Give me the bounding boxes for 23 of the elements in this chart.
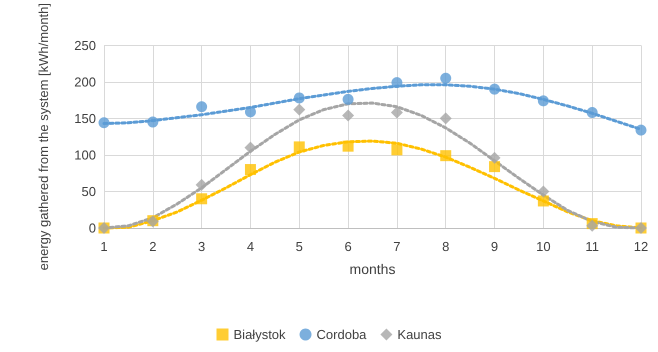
x-tick-label: 8 (442, 239, 450, 254)
legend-label: Cordoba (316, 327, 368, 342)
y-tick-label: 200 (74, 74, 96, 90)
legend-label: Białystok (234, 327, 286, 342)
y-tick-label: 150 (74, 110, 96, 126)
y-tick-label: 100 (74, 147, 96, 162)
x-tick-label: 2 (149, 239, 156, 254)
y-tick-label: 0 (88, 220, 96, 236)
y-tick-label: 250 (74, 38, 96, 53)
x-axis-title: months (350, 261, 396, 277)
x-tick-label: 6 (344, 239, 352, 254)
x-tick-label: 7 (393, 239, 401, 254)
x-tick-label: 9 (490, 239, 498, 254)
x-tick-label: 10 (536, 239, 551, 254)
x-tick-label: 4 (246, 239, 254, 254)
x-tick-label: 12 (634, 239, 648, 254)
x-tick-label: 3 (198, 239, 206, 254)
x-tick-label: 5 (296, 239, 303, 254)
x-tick-label: 11 (585, 239, 599, 254)
legend-label: Kaunas (397, 327, 442, 342)
y-axis-title: energy gathered from the system [kWh/month] (36, 2, 51, 270)
y-tick-label: 50 (82, 184, 96, 199)
x-tick-label: 1 (100, 239, 108, 254)
